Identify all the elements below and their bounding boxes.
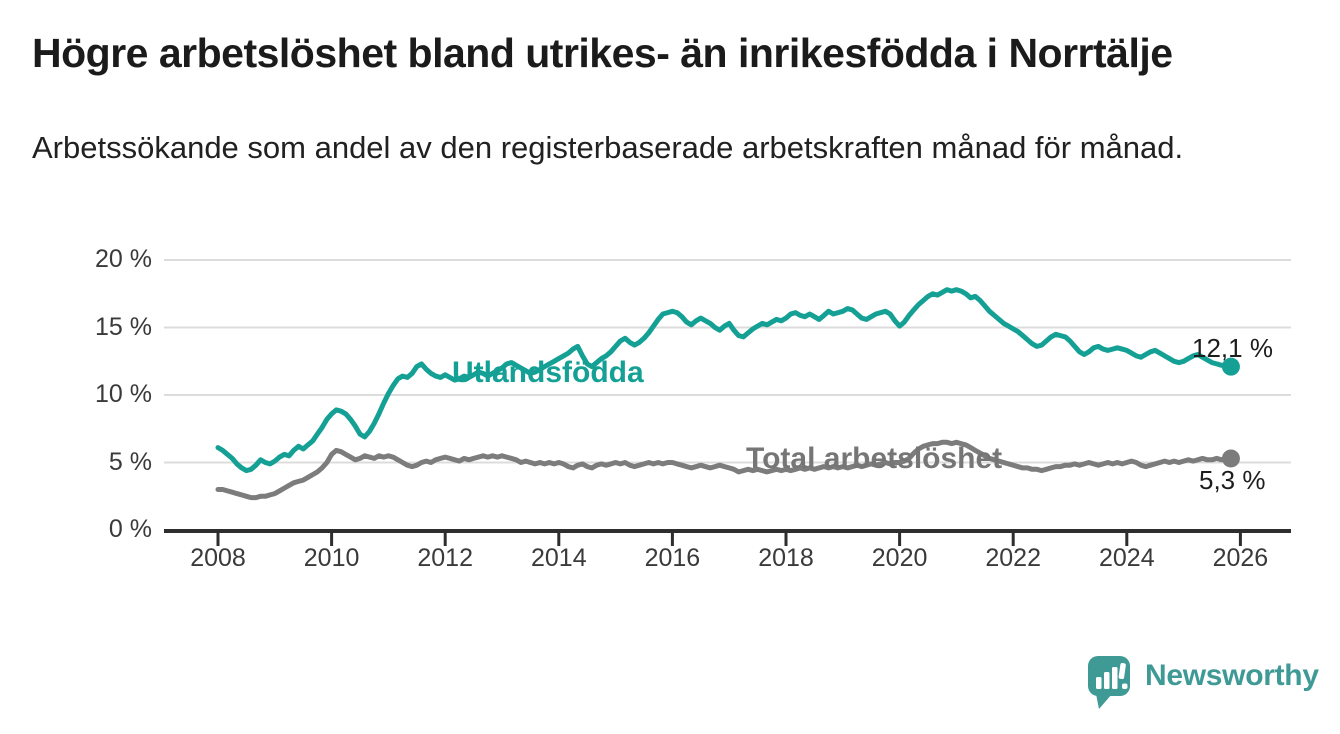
x-tick-label: 2024: [1098, 544, 1155, 572]
end-value-label-utlandsfodda: 12,1 %: [1192, 333, 1273, 363]
x-tick-label: 2016: [644, 544, 701, 572]
series-lines: [215, 287, 1234, 501]
brand-name: Newsworthy: [1145, 659, 1319, 692]
y-tick-label: 5 %: [108, 447, 152, 476]
series-endpoint-1: [1221, 449, 1240, 468]
x-tick-label: 2012: [417, 544, 473, 572]
gridlines: [164, 259, 1291, 464]
y-tick-label: 15 %: [95, 312, 152, 341]
series-endpoints: [1221, 357, 1240, 468]
series-endpoint-0: [1221, 357, 1240, 376]
x-tick-label: 2014: [530, 544, 587, 572]
x-tick-label: 2010: [303, 544, 360, 572]
end-value-label-total: 5,3 %: [1199, 465, 1266, 495]
x-tick-label: 2020: [871, 544, 928, 572]
x-tick-label: 2022: [985, 544, 1041, 572]
y-tick-label: 0 %: [108, 515, 152, 543]
chart-subtitle: Arbetssökande som andel av den registerb…: [32, 130, 1184, 165]
y-tick-label: 20 %: [95, 245, 152, 273]
x-axis-ticks: [216, 533, 1242, 546]
speech-bubble-bar-chart-icon: [1088, 656, 1130, 709]
series-label-utlandsfodda: Utlandsfödda: [452, 356, 644, 389]
series-line-1: [215, 439, 1234, 501]
series-line-0: [215, 287, 1234, 474]
newsworthy-logo: Newsworthy: [1086, 652, 1319, 710]
y-tick-label: 10 %: [95, 380, 152, 408]
x-tick-label: 2008: [190, 544, 246, 572]
series-label-total-arbetsloshet: Total arbetslöshet: [746, 442, 1003, 475]
x-tick-label: 2026: [1212, 544, 1269, 572]
page-title: Högre arbetslöshet bland utrikes- än inr…: [32, 30, 1173, 76]
x-tick-label: 2018: [758, 544, 814, 572]
